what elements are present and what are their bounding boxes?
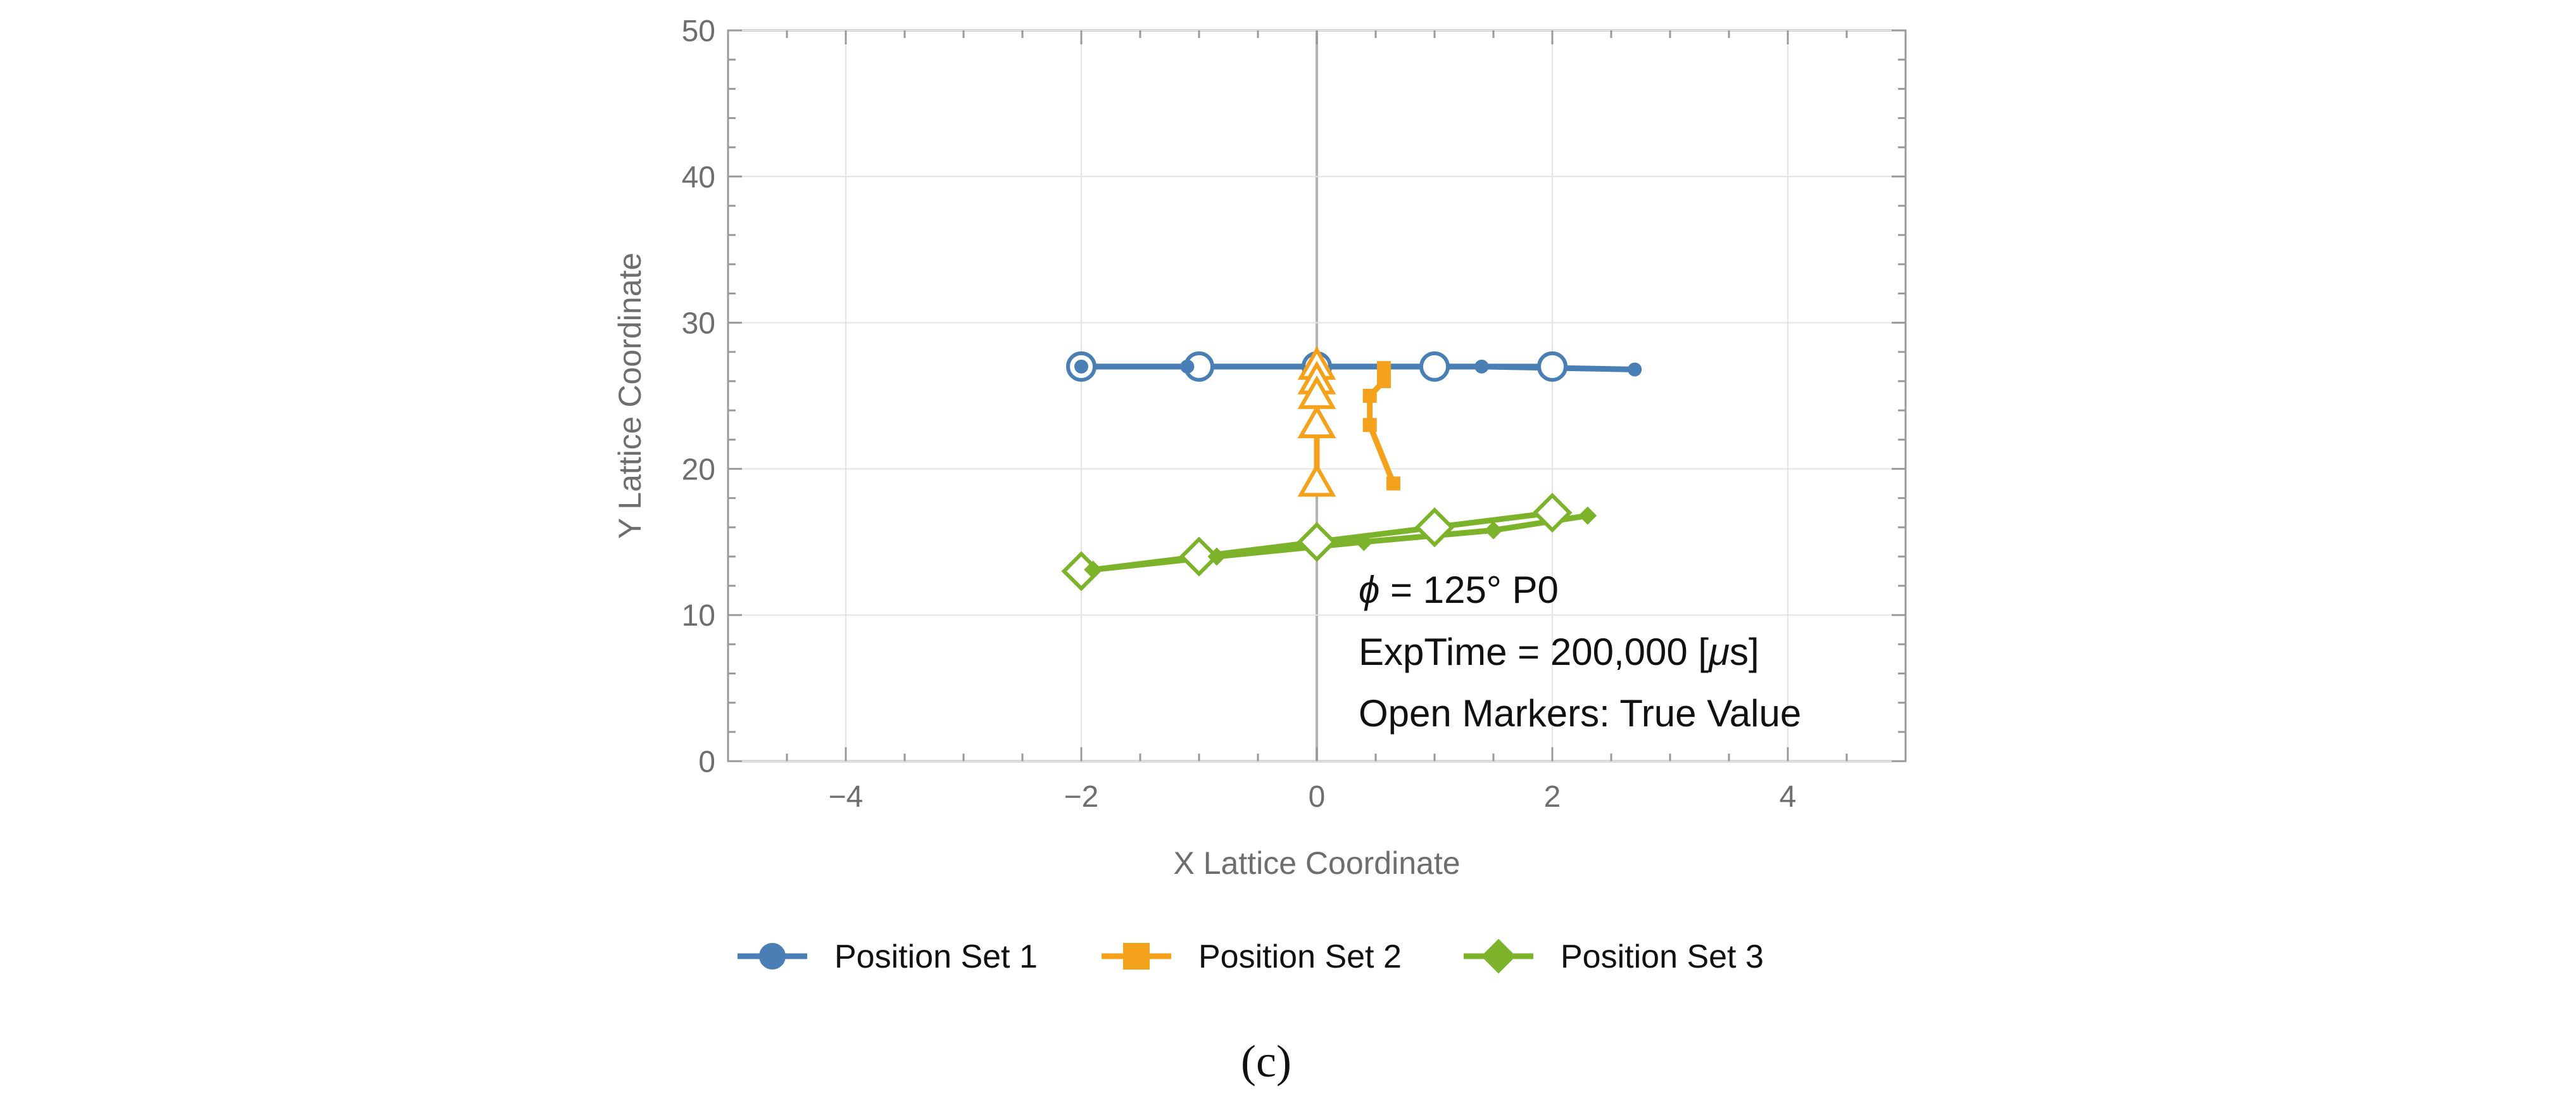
legend-label: Position Set 2 [1198, 938, 1402, 975]
series-1-measured-point [1474, 359, 1489, 374]
legend-item-2: Position Set 2 [1102, 938, 1402, 975]
series-1-measured-point [1180, 359, 1195, 374]
series-1-true-point [1419, 351, 1450, 382]
series-2-measured-point [1377, 374, 1392, 388]
annotation-markers-note: Open Markers: True Value [1359, 692, 1801, 735]
y-tick-label: 0 [698, 745, 715, 779]
y-tick-label: 20 [682, 453, 715, 486]
series-3 [1061, 493, 1597, 591]
series-2-measured-point [1362, 418, 1377, 433]
series-1-true-point [1537, 351, 1568, 382]
legend-swatch-marker [1123, 943, 1150, 970]
series-2 [1297, 346, 1400, 497]
phi-value: = 125° P0 [1379, 569, 1559, 611]
series-1-measured-point [1074, 359, 1088, 374]
legend-label: Position Set 3 [1561, 938, 1764, 975]
series-1-measured-point [1628, 362, 1642, 377]
y-axis-title: Y Lattice Coordinate [612, 253, 648, 539]
series-3-measured-point [1207, 547, 1226, 566]
legend-swatch-marker [759, 943, 786, 970]
series-3-measured-point [1084, 560, 1103, 579]
legend: Position Set 1 Position Set 2 Position Set… [738, 938, 1764, 975]
series-3-measured-point [1578, 506, 1597, 525]
annotation-phi: ϕ = 125° P0 [1359, 569, 1559, 611]
series-3-true-point [1297, 522, 1337, 562]
figure-caption: (c) [1241, 1036, 1291, 1087]
exptime-suffix: s] [1730, 631, 1759, 673]
series-3-true-point [1179, 536, 1219, 577]
legend-item-1: Position Set 1 [738, 938, 1038, 975]
series-2-true-point [1297, 463, 1336, 497]
x-tick-label: 0 [1309, 780, 1326, 814]
phi-symbol: ϕ [1359, 569, 1379, 611]
annotation-exptime: ExpTime = 200,000 [μs] [1359, 631, 1759, 673]
series-3-measured-point [1484, 521, 1503, 540]
legend-label: Position Set 1 [834, 938, 1038, 975]
series-3-measured-point [1354, 533, 1373, 552]
series-3-true-point [1414, 507, 1455, 548]
legend-swatch-marker [1481, 938, 1516, 974]
exptime-prefix: ExpTime = 200,000 [ [1359, 631, 1709, 673]
y-tick-label: 40 [682, 161, 715, 194]
caption-text: (c) [1241, 1036, 1291, 1087]
x-tick-label: −2 [1064, 780, 1099, 814]
y-tick-label: 50 [682, 15, 715, 48]
y-tick-label: 30 [682, 307, 715, 341]
legend-item-3: Position Set 3 [1464, 938, 1764, 975]
series-3-true-point [1532, 493, 1573, 533]
series-layer [1061, 346, 1642, 591]
series-1 [1066, 351, 1642, 382]
x-axis-title: X Lattice Coordinate [1173, 845, 1460, 881]
x-tick-label: −4 [829, 780, 864, 814]
series-2-measured-point [1386, 476, 1400, 491]
y-tick-label: 10 [682, 599, 715, 633]
x-tick-label: 4 [1780, 780, 1797, 814]
series-2-measured-point [1362, 389, 1377, 403]
exptime-mu: μ [1707, 631, 1730, 673]
series-2-true-point [1297, 404, 1336, 439]
series-2-measured-point [1377, 361, 1392, 376]
x-tick-label: 2 [1544, 780, 1561, 814]
annotation: ϕ = 125° P0 ExpTime = 200,000 [μs] Open … [1359, 569, 1801, 735]
